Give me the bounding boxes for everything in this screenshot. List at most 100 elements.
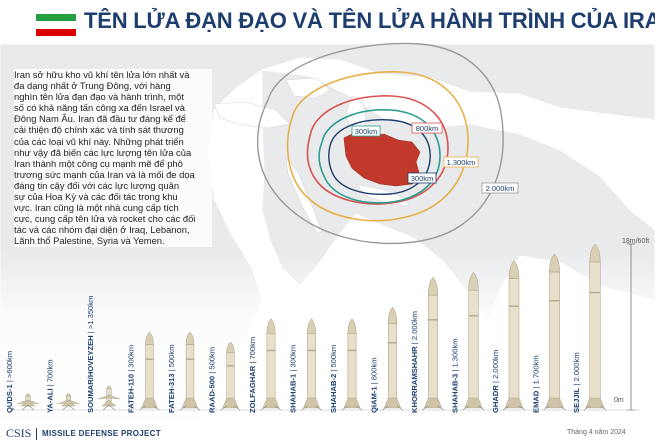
- missile-label-sep: |: [410, 340, 419, 346]
- intro-line: tác và các nhóm đại diện ở Iraq, Lebanon…: [14, 224, 190, 236]
- missile-name: FATEH-110: [127, 374, 136, 413]
- missile-band: [145, 358, 154, 360]
- csis-logo: CSIS: [6, 426, 32, 440]
- missile-nose: [387, 306, 398, 324]
- missile-shahab-2: SHAHAB-2 | 500km: [329, 318, 363, 413]
- svg-text:1.300km: 1.300km: [447, 158, 476, 167]
- missile-name: QIAM-1: [370, 386, 379, 413]
- missile-band: [549, 300, 560, 302]
- missile-band: [428, 319, 438, 321]
- missile-name: YA-ALI: [46, 388, 55, 413]
- missile-stand: [179, 405, 201, 411]
- missile-nose: [508, 260, 520, 279]
- missile-quds-1: QUDS-1 | >600km: [5, 351, 40, 413]
- missile-label: SOUMAR/HOVEYZEH | >1.350km: [86, 296, 95, 413]
- missile-label: EMAD | 1.700km: [532, 355, 541, 413]
- missile-label-sep: |: [208, 370, 217, 376]
- missile-fin: [383, 397, 402, 409]
- missile-nose: [106, 385, 112, 389]
- missile-fin: [141, 397, 158, 409]
- missile-label: SHAHAB-2 | 500km: [329, 345, 338, 413]
- missile-stand: [21, 404, 35, 411]
- intro-line: của các loại vũ khí này. Những phát triể…: [14, 135, 184, 147]
- missile-stand: [102, 404, 116, 411]
- missile-band: [388, 342, 397, 344]
- missile-range: 2.000km: [491, 350, 500, 379]
- ring-label-800km: 800km: [411, 122, 443, 134]
- missile-fin: [303, 397, 320, 409]
- missile-name: SHAHAB-2: [329, 374, 338, 413]
- missile-range: 2.000km: [410, 311, 419, 340]
- missile-shahab-3: SHAHAB-3 | 1.300km: [451, 271, 485, 413]
- missile-body: [428, 294, 438, 408]
- missile-range: 2.000km: [572, 352, 581, 381]
- missile-name: ZOLFAGHAR: [248, 365, 257, 413]
- svg-text:300km: 300km: [411, 174, 434, 183]
- missile-label: FATEH-313 | 500km: [167, 344, 176, 413]
- missile-fateh-110: FATEH-110 | 300km: [127, 331, 160, 413]
- footer-separator: [36, 428, 37, 440]
- missile-raad-500: RAAD-500 | 500km: [208, 341, 241, 413]
- missile-nose: [307, 318, 316, 334]
- missile-band: [347, 349, 357, 352]
- missile-band: [186, 358, 194, 360]
- missile-body: [589, 261, 601, 408]
- ring-label-2000km: 2.000km: [481, 182, 519, 194]
- footer-project: MISSILE DEFENSE PROJECT: [42, 429, 161, 438]
- missile-band: [226, 365, 235, 367]
- missile-label-sep: |: [491, 379, 500, 385]
- intro-line: đáng tin cậy đối với các lực lượng quân: [14, 179, 180, 191]
- iran-flag: [36, 14, 76, 36]
- missile-body: [468, 289, 479, 408]
- missile-stand: [382, 405, 403, 411]
- ring-label-300km-inner: 300km: [407, 172, 437, 184]
- missile-nose: [347, 318, 357, 334]
- missile-nose: [226, 341, 235, 354]
- missile-fin: [60, 399, 77, 407]
- missile-label-sep: |: [572, 381, 581, 387]
- water-mediterranean: [213, 101, 291, 129]
- intro-line: trương sức mạnh của Iran và là mối đe dọ…: [14, 168, 195, 180]
- missile-ghadr: GHADR | 2.000km: [491, 260, 526, 413]
- missile-stand: [139, 405, 160, 411]
- missile-body: [266, 333, 276, 408]
- missile-label-sep: |: [86, 329, 95, 335]
- missile-label-sep: |: [289, 368, 298, 374]
- missile-label-sep: |: [532, 384, 541, 390]
- missile-name: GHADR: [491, 385, 500, 413]
- flag-stripe-green: [36, 14, 76, 22]
- missile-emad: EMAD | 1.700km: [532, 253, 566, 413]
- missile-nose: [185, 331, 195, 345]
- bottom-fade: [0, 250, 655, 444]
- missile-wing: [97, 394, 121, 400]
- page-title: TÊN LỬA ĐẠN ĐẠO VÀ TÊN LỬA HÀNH TRÌNH CỦ…: [84, 8, 655, 33]
- missile-stand: [462, 405, 485, 411]
- missile-stand: [62, 404, 75, 411]
- missile-stand: [341, 405, 363, 411]
- missile-label: ZOLFAGHAR | 700km: [248, 337, 257, 413]
- intro-line: vực. Iran cũng là một nhà cung cấp tích: [14, 202, 179, 214]
- scale-label-bottom: 0m: [614, 397, 624, 404]
- missile-shahab-1: SHAHAB-1 | 300km: [289, 318, 322, 413]
- missile-label-sep: |: [329, 368, 338, 374]
- missile-fin: [20, 399, 36, 407]
- svg-text:2.000km: 2.000km: [486, 184, 515, 193]
- missile-label: SEJJIL | 2.000km: [572, 352, 581, 413]
- missile-range: 500km: [208, 347, 217, 370]
- missile-fin: [545, 397, 564, 409]
- missile-name: SHAHAB-1: [289, 373, 298, 413]
- missile-stand: [220, 405, 241, 411]
- missile-label: QIAM-1 | 800km: [370, 357, 379, 413]
- intro-paragraph: Iran sở hữu kho vũ khí tên lửa lớn nhất …: [14, 69, 212, 247]
- missile-name: KHORRAMSHAHR: [410, 346, 419, 413]
- intro-line: sự của Hoa Kỳ và các đối tác trong khu: [14, 191, 178, 203]
- missile-name: FATEH-313: [167, 373, 176, 413]
- missile-fin: [585, 397, 605, 409]
- missile-range: 1.700km: [532, 355, 541, 384]
- intro-line: nghìn tên lửa đạn đạo và hành trình, một: [14, 91, 184, 103]
- missile-body: [549, 271, 560, 408]
- intro-line: đa dạng nhất ở Trung Đông, với hàng: [14, 80, 171, 92]
- intro-line: cải thiện độ chính xác và tính sát thươn…: [14, 124, 184, 136]
